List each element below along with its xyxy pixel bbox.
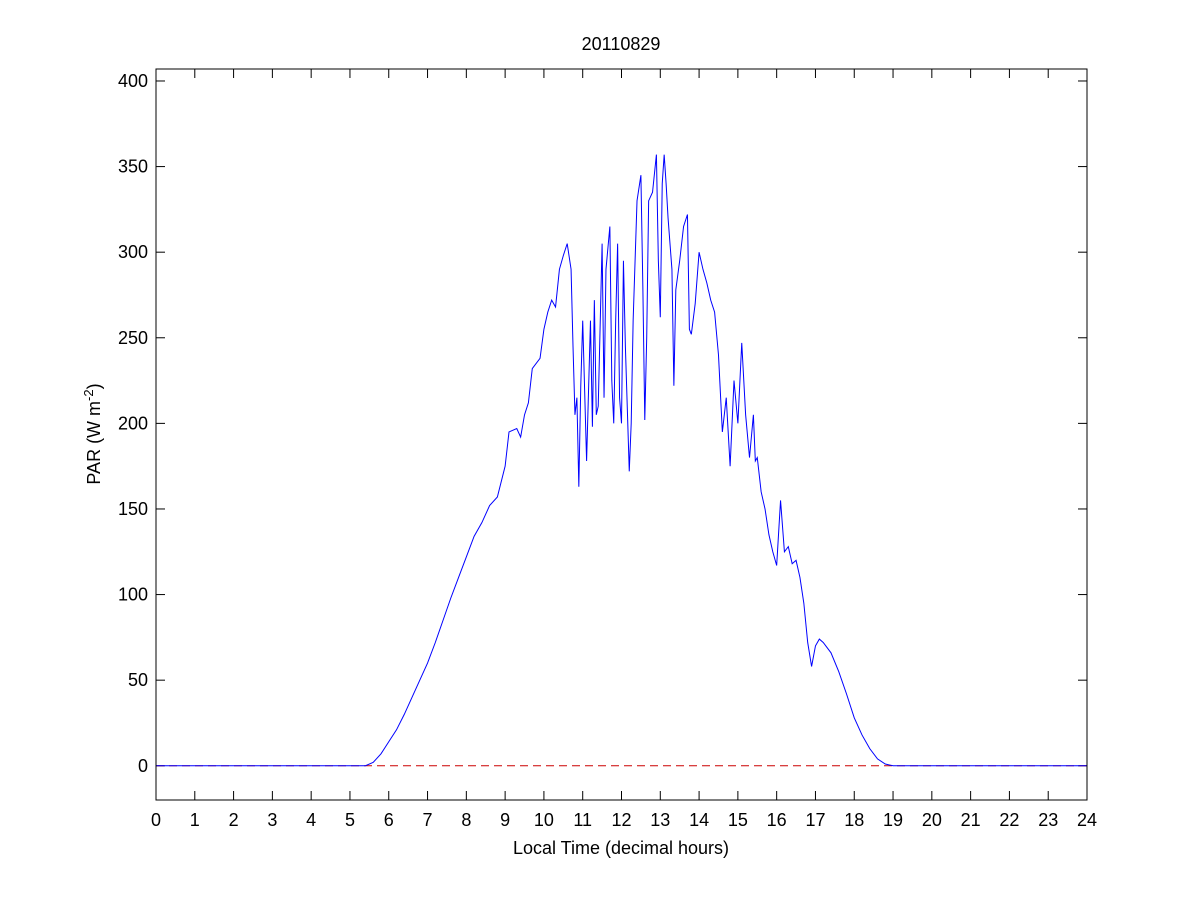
x-tick-label: 11 xyxy=(573,810,592,830)
axes-box xyxy=(155,68,1088,801)
x-tick-label: 19 xyxy=(883,810,903,830)
x-tick-label: 21 xyxy=(961,810,981,830)
y-tick-label: 300 xyxy=(118,242,148,262)
y-tick-label: 350 xyxy=(118,157,148,177)
y-axis-label-suffix: ) xyxy=(84,383,104,389)
x-tick-label: 20 xyxy=(922,810,942,830)
x-tick-label: 22 xyxy=(999,810,1019,830)
x-tick-label: 16 xyxy=(767,810,787,830)
x-tick-label: 24 xyxy=(1077,810,1097,830)
x-tick-label: 17 xyxy=(805,810,825,830)
x-tick-label: 23 xyxy=(1038,810,1058,830)
y-tick-label: 0 xyxy=(138,756,148,776)
y-tick-label: 400 xyxy=(118,71,148,91)
x-tick-label: 3 xyxy=(267,810,277,830)
y-axis-label: PAR (W m-2) xyxy=(81,383,104,484)
chart-title: 20110829 xyxy=(582,34,661,54)
x-tick-label: 0 xyxy=(151,810,161,830)
x-axis-label: Local Time (decimal hours) xyxy=(513,838,729,858)
x-tick-label: 15 xyxy=(728,810,748,830)
x-tick-label: 12 xyxy=(611,810,631,830)
x-tick-label: 1 xyxy=(190,810,200,830)
y-tick-label: 250 xyxy=(118,328,148,348)
x-tick-label: 13 xyxy=(650,810,670,830)
y-axis-label-sup: -2 xyxy=(81,389,96,401)
data-line xyxy=(156,154,1087,767)
y-tick-label: 50 xyxy=(128,670,148,690)
x-tick-label: 6 xyxy=(384,810,394,830)
x-tick-label: 4 xyxy=(306,810,316,830)
y-tick-label: 200 xyxy=(118,413,148,433)
x-tick-label: 5 xyxy=(345,810,355,830)
x-tick-label: 18 xyxy=(844,810,864,830)
x-tick-label: 2 xyxy=(229,810,239,830)
y-tick-label: 150 xyxy=(118,499,148,519)
x-tick-label: 9 xyxy=(500,810,510,830)
y-tick-label: 100 xyxy=(118,585,148,605)
x-tick-label: 14 xyxy=(689,810,709,830)
y-axis-label-text: PAR (W m xyxy=(84,401,104,485)
x-tick-label: 8 xyxy=(461,810,471,830)
x-tick-label: 10 xyxy=(534,810,554,830)
x-tick-label: 7 xyxy=(423,810,433,830)
